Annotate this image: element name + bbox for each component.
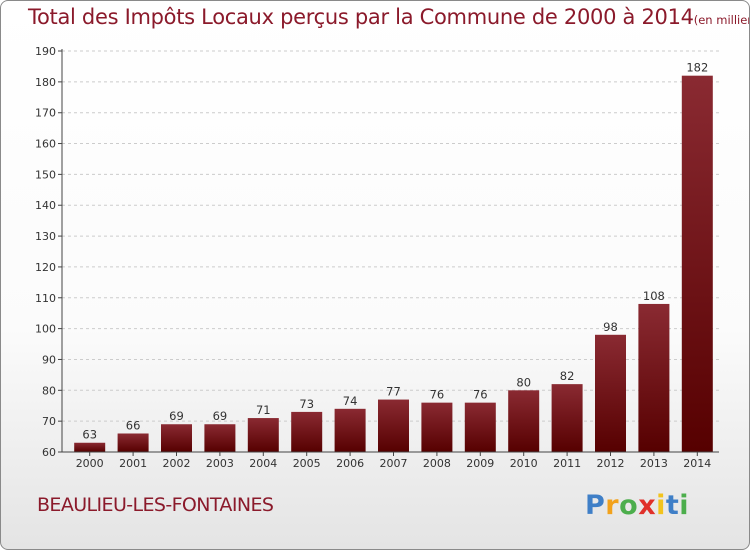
bar bbox=[247, 418, 279, 452]
y-tick-label: 140 bbox=[35, 199, 56, 212]
bar-value-label: 76 bbox=[473, 388, 488, 402]
y-tick-label: 110 bbox=[35, 292, 56, 305]
x-tick-label: 2013 bbox=[640, 457, 668, 470]
bar bbox=[595, 334, 626, 452]
y-tick-label: 160 bbox=[35, 138, 56, 151]
y-tick-label: 170 bbox=[35, 107, 56, 120]
x-tick-label: 2008 bbox=[423, 457, 451, 470]
bar-value-label: 74 bbox=[343, 394, 358, 408]
bar-value-label: 66 bbox=[126, 418, 141, 432]
bar bbox=[551, 384, 583, 452]
y-tick-label: 120 bbox=[35, 261, 56, 274]
x-tick-label: 2004 bbox=[249, 457, 277, 470]
x-tick-label: 2000 bbox=[76, 457, 104, 470]
bar-value-label: 182 bbox=[686, 61, 708, 75]
y-tick-label: 150 bbox=[35, 168, 56, 181]
bar-value-label: 69 bbox=[169, 409, 184, 423]
y-tick-label: 130 bbox=[35, 230, 56, 243]
proxiti-logo: Proxiti bbox=[585, 490, 689, 521]
logo-letter: o bbox=[619, 490, 639, 521]
bar bbox=[204, 424, 236, 452]
bar-value-label: 82 bbox=[560, 369, 575, 383]
x-tick-label: 2014 bbox=[683, 457, 711, 470]
bar bbox=[508, 390, 540, 452]
bar-value-label: 63 bbox=[82, 428, 97, 442]
x-tick-label: 2002 bbox=[163, 457, 191, 470]
bar bbox=[638, 303, 670, 452]
bar-value-label: 80 bbox=[516, 375, 531, 389]
y-tick-label: 90 bbox=[42, 353, 56, 366]
x-tick-label: 2012 bbox=[597, 457, 625, 470]
bar-value-label: 71 bbox=[256, 403, 271, 417]
y-tick-label: 60 bbox=[42, 446, 56, 459]
logo-letter: r bbox=[605, 490, 620, 521]
bar-value-label: 73 bbox=[299, 397, 314, 411]
x-tick-label: 2003 bbox=[206, 457, 234, 470]
y-tick-label: 180 bbox=[35, 76, 56, 89]
bar bbox=[334, 408, 366, 452]
bar-value-label: 76 bbox=[430, 388, 445, 402]
x-tick-label: 2005 bbox=[293, 457, 321, 470]
x-tick-label: 2009 bbox=[466, 457, 494, 470]
y-tick-label: 70 bbox=[42, 415, 56, 428]
chart-title: Total des Impôts Locaux perçus par la Co… bbox=[28, 5, 749, 29]
bar-value-label: 108 bbox=[643, 289, 665, 303]
bar bbox=[681, 75, 713, 452]
logo-letter: t bbox=[665, 490, 680, 521]
bar-value-label: 69 bbox=[213, 409, 228, 423]
y-tick-label: 100 bbox=[35, 323, 56, 336]
logo-letter: i bbox=[679, 490, 690, 521]
bar bbox=[291, 411, 323, 452]
bar bbox=[378, 399, 409, 452]
bars bbox=[74, 75, 713, 452]
y-tick-label: 80 bbox=[42, 384, 56, 397]
bar-value-label: 98 bbox=[603, 320, 618, 334]
commune-name: BEAULIEU-LES-FONTAINES bbox=[37, 494, 274, 516]
bar bbox=[117, 433, 149, 452]
logo-letter: P bbox=[585, 490, 606, 521]
x-tick-label: 2011 bbox=[553, 457, 581, 470]
x-tick-label: 2010 bbox=[510, 457, 538, 470]
axes: 60 70 80 90 100 110 120 130 140 150 160 170 180 190 20… bbox=[35, 45, 719, 470]
bar bbox=[74, 442, 106, 452]
x-tick-label: 2007 bbox=[380, 457, 408, 470]
y-tick-label: 190 bbox=[35, 45, 56, 58]
x-tick-label: 2006 bbox=[336, 457, 364, 470]
chart-title-units: (en milliers d'€) bbox=[693, 13, 749, 27]
data-labels: 63 66 69 69 71 73 74 77 76 76 80 82 98 108 182 bbox=[82, 61, 708, 442]
x-tick-label: 2001 bbox=[119, 457, 147, 470]
chart-title-main: Total des Impôts Locaux perçus par la Co… bbox=[28, 5, 694, 29]
bar-value-label: 77 bbox=[386, 385, 401, 399]
bar bbox=[464, 402, 496, 452]
logo-letter: i bbox=[656, 490, 666, 521]
bar bbox=[421, 402, 453, 452]
bar bbox=[161, 424, 192, 452]
logo-letter: x bbox=[638, 490, 657, 521]
